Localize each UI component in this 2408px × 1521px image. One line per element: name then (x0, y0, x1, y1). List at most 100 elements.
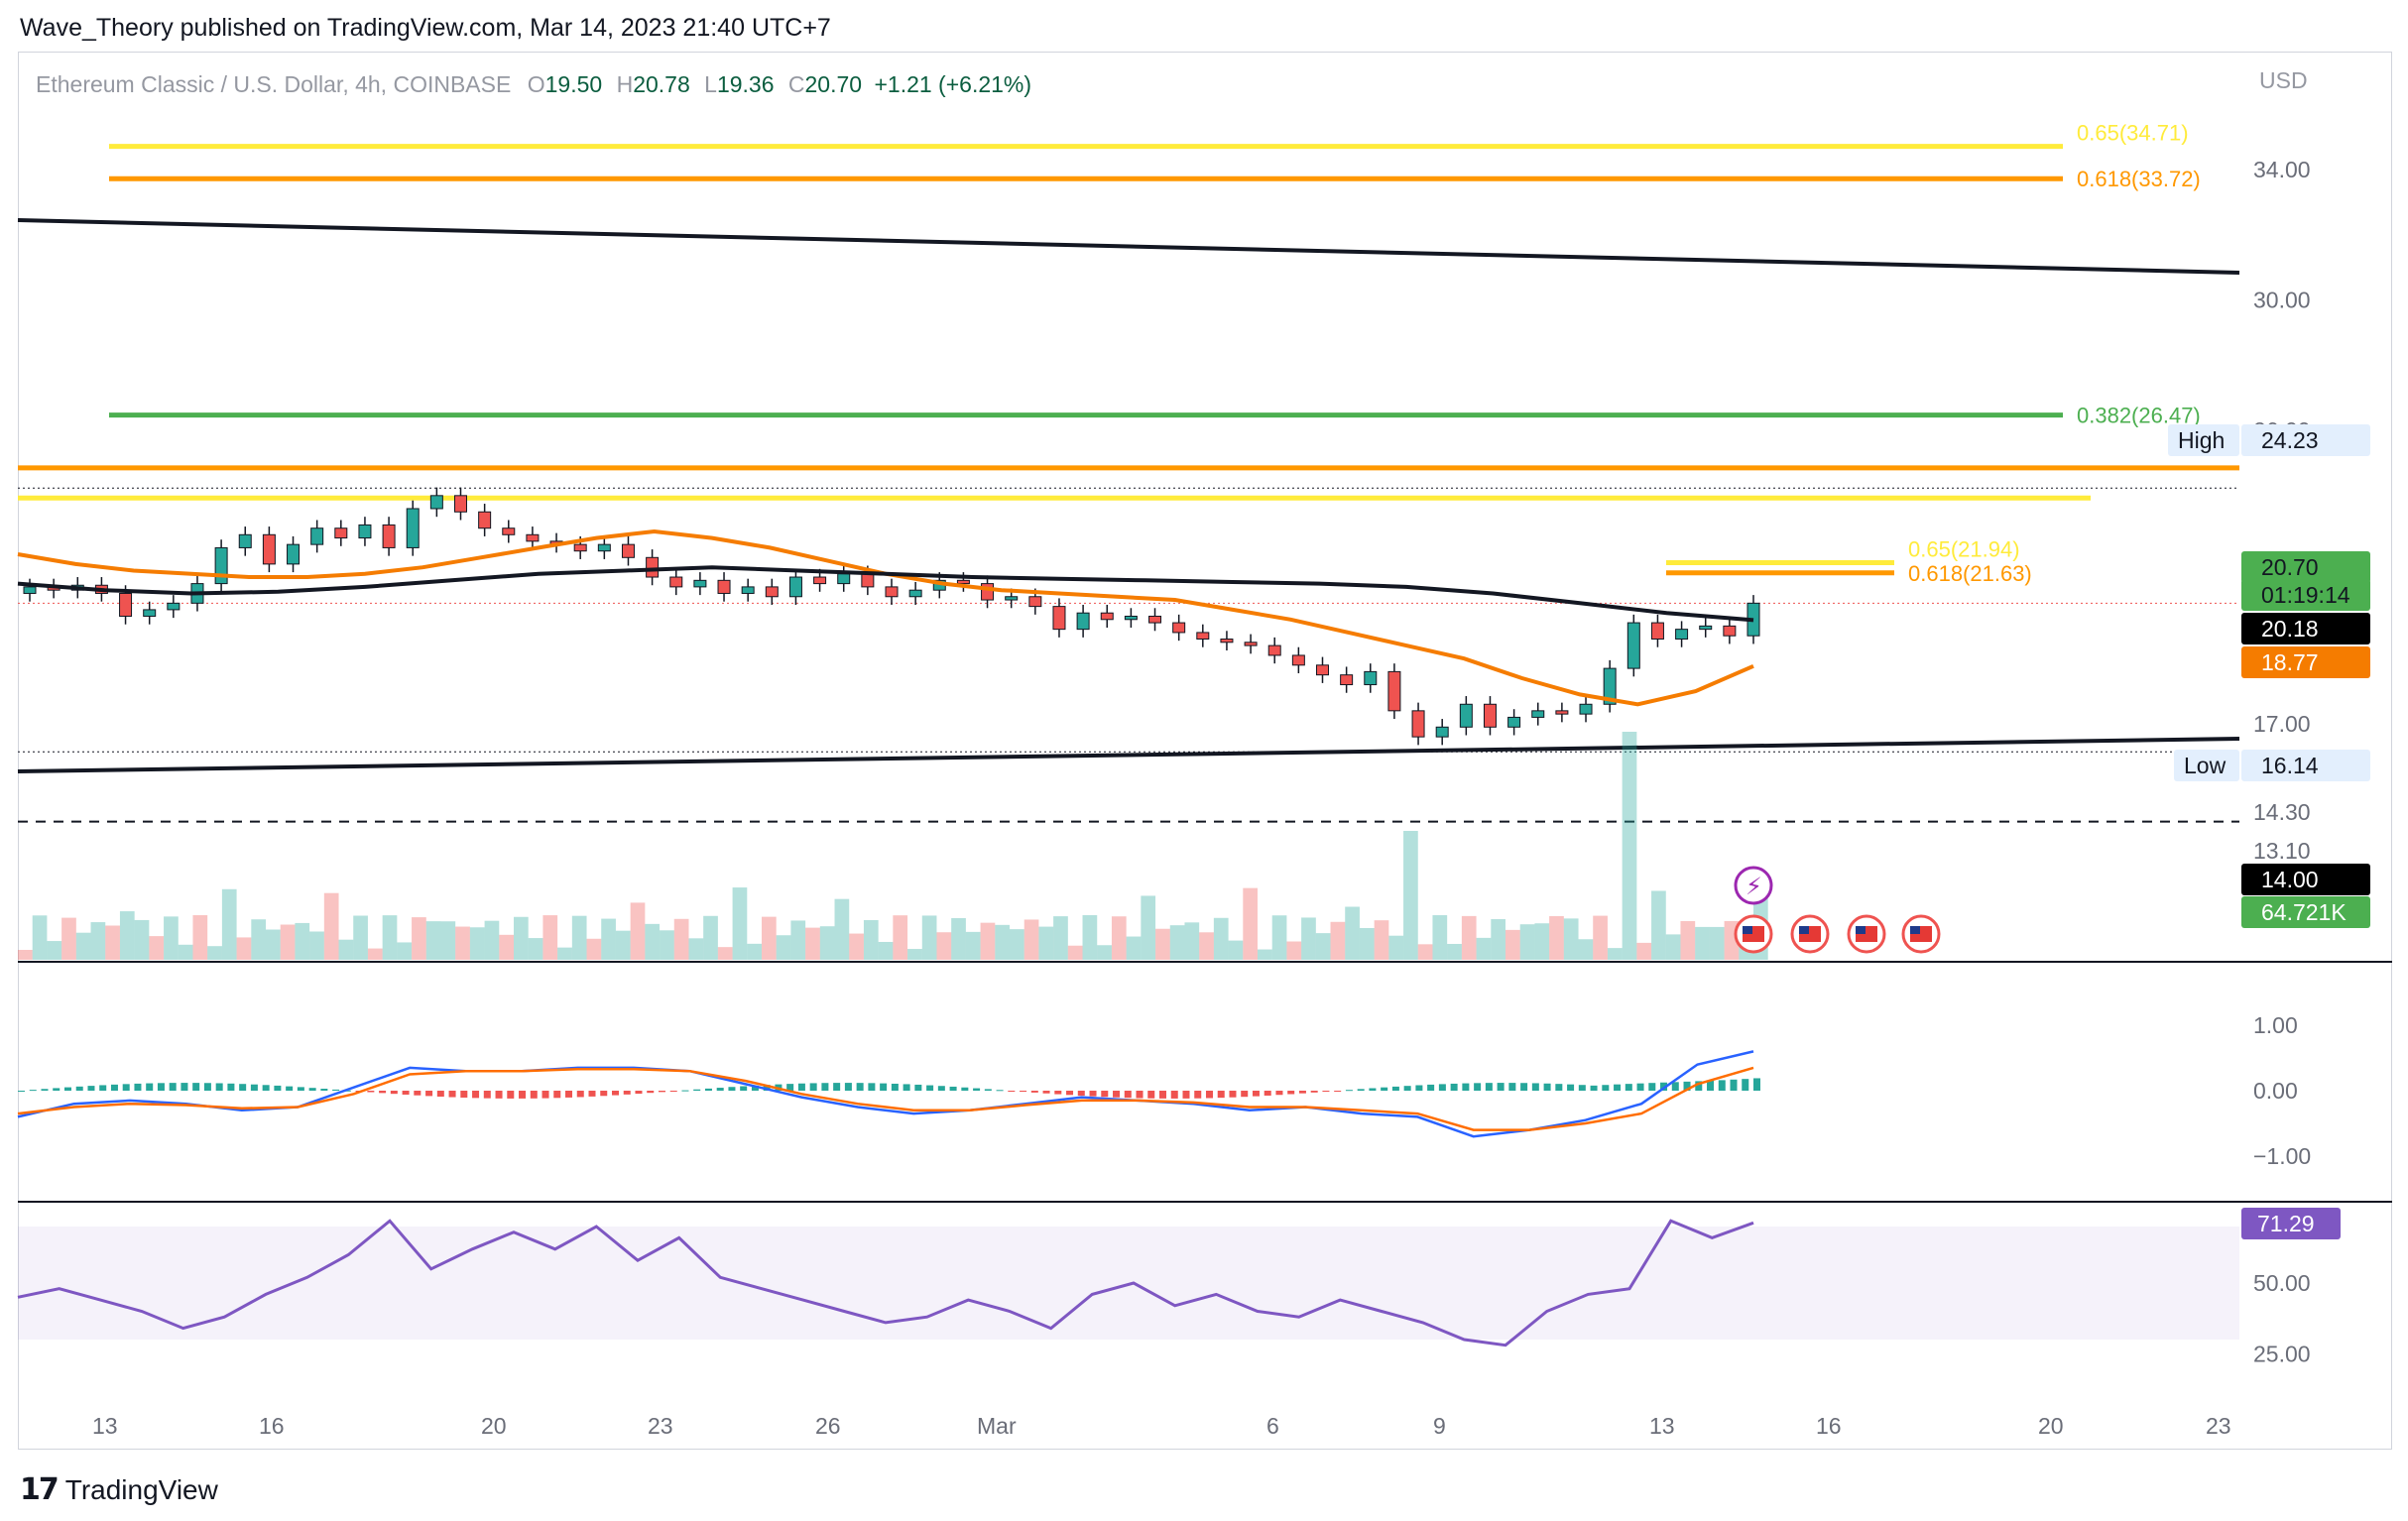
macd-axis-tick: 1.00 (2253, 1012, 2298, 1038)
volume-bar (338, 939, 354, 960)
high-value: 20.78 (633, 71, 690, 97)
volume-bar (1271, 915, 1287, 960)
macd-histogram-bar (1707, 1080, 1715, 1091)
volume-bar (440, 921, 456, 960)
macd-histogram-bar (1229, 1091, 1237, 1098)
chart-frame (18, 52, 2392, 1450)
macd-histogram-bar (1625, 1084, 1632, 1091)
candle-down (1052, 606, 1066, 631)
macd-histogram-bar (203, 1083, 211, 1091)
macd-histogram-bar (1474, 1083, 1482, 1091)
macd-histogram-bar (402, 1091, 410, 1095)
volume-bar (353, 915, 368, 960)
macd-histogram-bar (576, 1091, 584, 1098)
macd-histogram-bar (390, 1091, 398, 1095)
volume-bar (1709, 926, 1725, 960)
time-axis-tick: 6 (1266, 1413, 1279, 1439)
candle-down (1340, 674, 1354, 686)
rsi-axis-tick: 50.00 (2253, 1270, 2311, 1296)
macd-histogram-bar (425, 1091, 433, 1097)
volume-bar (251, 919, 266, 960)
volume-bar (382, 915, 398, 960)
macd-histogram-bar (1415, 1085, 1423, 1091)
candle-down (1650, 622, 1664, 641)
macd-line (17, 1050, 1754, 1138)
time-axis-tick: 20 (2038, 1413, 2064, 1439)
candle-up (358, 524, 372, 539)
macd-histogram-bar (308, 1088, 316, 1091)
open-value: 19.50 (544, 71, 603, 97)
macd-histogram-bar (786, 1084, 794, 1091)
macd-histogram-bar (716, 1088, 724, 1091)
volume-bar (1388, 935, 1404, 960)
candle-down (1267, 644, 1281, 656)
macd-histogram-bar (472, 1091, 480, 1099)
macd-histogram-bar (320, 1089, 328, 1091)
volume-bar (732, 887, 748, 960)
fib-level-label: 0.618(33.72) (2077, 167, 2201, 191)
symbol-name: Ethereum Classic / U.S. Dollar, 4h, COIN… (36, 71, 512, 97)
candle-up (1459, 703, 1473, 728)
volume-bar (863, 920, 879, 960)
high-tag-label: High (2178, 427, 2225, 453)
macd-histogram-bar (693, 1089, 701, 1091)
macd-histogram-bar (868, 1083, 876, 1091)
volume-bar (1476, 937, 1492, 960)
macd-histogram-bar (1113, 1091, 1121, 1098)
candle-down (956, 579, 970, 585)
time-axis-tick: 23 (648, 1413, 673, 1439)
volume-bar (1519, 924, 1535, 960)
volume-bar (893, 915, 908, 960)
macd-histogram-bar (647, 1091, 655, 1094)
volume-bar (514, 916, 529, 960)
volume-bar (1345, 906, 1360, 960)
macd-histogram-bar (332, 1089, 340, 1091)
time-axis-tick: Mar (977, 1413, 1017, 1439)
high-value-badge-bg (2241, 424, 2370, 456)
macd-histogram-bar (250, 1084, 258, 1091)
us-flag-canton (1743, 926, 1752, 934)
volume-bar (47, 941, 62, 960)
macd-histogram-bar (192, 1083, 200, 1091)
volume-bar (221, 888, 237, 960)
candle-down (119, 592, 133, 617)
macd-histogram-bar (1485, 1083, 1493, 1091)
candle-up (1435, 726, 1449, 738)
volume-bar (1651, 890, 1666, 960)
macd-histogram-bar (122, 1084, 130, 1091)
volume-bar (1184, 922, 1200, 960)
volume-bar (32, 915, 48, 960)
macd-histogram-bar (414, 1091, 421, 1096)
macd-histogram-bar (379, 1091, 387, 1094)
candle-down (502, 527, 516, 535)
volume-bar (455, 926, 470, 960)
currency-label[interactable]: USD (2259, 67, 2308, 93)
ema-black-badge-bg (2241, 613, 2370, 644)
volume-bar (412, 917, 426, 960)
volume-bar (965, 931, 981, 960)
close-label: C (787, 71, 805, 97)
macd-histogram-bar (448, 1091, 456, 1098)
volume-bar (995, 924, 1010, 960)
price-axis-tick: 17.00 (2253, 711, 2311, 737)
volume-bar (236, 937, 252, 960)
macd-histogram-bar (1730, 1079, 1738, 1091)
macd-histogram-bar (740, 1086, 748, 1091)
macd-histogram-bar (565, 1091, 573, 1098)
macd-histogram-bar (530, 1091, 538, 1099)
macd-histogram-bar (483, 1091, 491, 1099)
macd-histogram-bar (1660, 1082, 1668, 1091)
volume-bar (1374, 920, 1389, 960)
candle-up (167, 602, 181, 611)
volume-bar (1403, 831, 1418, 960)
footer-brand[interactable]: 𝟭𝟳 TradingView (20, 1472, 218, 1507)
candle-down (526, 533, 540, 542)
macd-histogram-bar (553, 1091, 561, 1099)
volume-bar (1155, 928, 1170, 960)
candle-down (1387, 670, 1401, 712)
rsi-value-badge-bg (2241, 1208, 2341, 1239)
volume-bar (425, 921, 441, 960)
candle-up (1603, 667, 1617, 705)
candle-down (454, 495, 467, 513)
